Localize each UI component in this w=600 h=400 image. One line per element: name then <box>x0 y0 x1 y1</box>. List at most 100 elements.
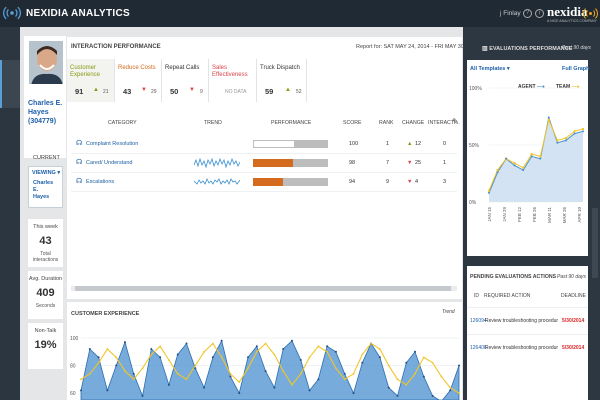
metric-sales-effectiveness[interactable]: Sales Effectiveness NO DATA <box>209 59 257 102</box>
cx-line-point[interactable] <box>326 350 329 353</box>
team-point[interactable] <box>513 162 516 165</box>
cx-line-point[interactable] <box>431 361 434 364</box>
cx-line-point[interactable] <box>264 342 267 345</box>
cx-line-point[interactable] <box>440 375 443 378</box>
team-point[interactable] <box>547 118 551 122</box>
cx-line-point[interactable] <box>370 342 372 345</box>
cx-area-point[interactable] <box>396 394 399 397</box>
team-point[interactable] <box>530 152 533 156</box>
cx-line-point[interactable] <box>238 381 241 383</box>
user-name[interactable]: j Finlay <box>500 10 521 17</box>
col-rank[interactable]: RANK <box>379 120 394 126</box>
cx-area-point[interactable] <box>159 356 162 359</box>
cx-area-point[interactable] <box>290 339 293 342</box>
cx-line-point[interactable] <box>211 342 214 345</box>
col-performance[interactable]: PERFORMANCE <box>271 120 312 126</box>
cx-area-point[interactable] <box>387 386 390 389</box>
team-point[interactable] <box>487 189 491 192</box>
cx-area-point[interactable] <box>176 353 179 356</box>
metric-truck-dispatch[interactable]: Truck Dispatch 59 ▲ 52 <box>257 59 307 102</box>
agent-point[interactable] <box>488 191 490 194</box>
cx-line-point[interactable] <box>194 364 197 367</box>
team-point[interactable] <box>573 130 576 133</box>
cx-line-point[interactable] <box>458 392 460 395</box>
pin-icon[interactable]: ✎ <box>452 117 459 126</box>
cx-area-point[interactable] <box>449 389 452 392</box>
cx-area-point[interactable] <box>352 392 355 395</box>
cx-area-point[interactable] <box>203 386 206 389</box>
metric-reduce-costs[interactable]: Reduce Costs 43 ▼ 29 <box>115 59 162 102</box>
help-icon[interactable]: ? <box>523 9 532 18</box>
cx-line-point[interactable] <box>317 345 320 348</box>
cx-area-point[interactable] <box>458 364 460 367</box>
cx-line-point[interactable] <box>405 383 408 386</box>
cx-line-point[interactable] <box>361 353 364 356</box>
cx-area-point[interactable] <box>334 350 337 353</box>
cx-area-point[interactable] <box>273 386 276 389</box>
cx-area-point[interactable] <box>378 356 381 359</box>
cx-area-point[interactable] <box>431 394 434 397</box>
cx-area-point[interactable] <box>115 364 118 367</box>
info-icon[interactable]: i <box>535 9 544 18</box>
cx-line-point[interactable] <box>387 364 390 367</box>
col-interactions[interactable]: INTERACTI... <box>428 120 460 126</box>
metric-repeat-calls[interactable]: Repeat Calls 50 ▼ 9 <box>162 59 209 102</box>
cx-area-point[interactable] <box>343 372 346 375</box>
cx-area-point[interactable] <box>299 359 302 362</box>
scrollbar-thumb[interactable] <box>75 286 451 291</box>
col-id[interactable]: ID <box>474 293 479 299</box>
cx-area-point[interactable] <box>264 370 267 373</box>
team-point[interactable] <box>564 136 568 140</box>
cx-area-point[interactable] <box>326 345 329 348</box>
cx-area-point[interactable] <box>308 389 311 392</box>
all-templates-dropdown[interactable]: All Templates ▾ <box>470 66 510 72</box>
cx-area-point[interactable] <box>247 356 250 359</box>
cx-area-point[interactable] <box>123 341 126 344</box>
table-row[interactable]: 126094 Review troubleshooting procedur 5… <box>467 307 588 333</box>
cx-line-point[interactable] <box>255 350 258 353</box>
cx-line-point[interactable] <box>168 359 170 361</box>
cx-line-point[interactable] <box>203 350 205 353</box>
cx-area-point[interactable] <box>282 348 285 351</box>
cx-line-point[interactable] <box>247 367 249 370</box>
full-graph-link[interactable]: Full Graph <box>562 66 590 72</box>
cx-area-point[interactable] <box>132 372 135 375</box>
col-category[interactable]: CATEGORY <box>108 120 137 126</box>
agent-point[interactable] <box>505 157 508 160</box>
cx-line-point[interactable] <box>414 372 416 375</box>
cx-line-point[interactable] <box>396 378 399 381</box>
cx-area-point[interactable] <box>211 356 214 359</box>
table-row[interactable]: ☊ Complaint Resolution 100 1 ▲ 12 0 <box>71 135 457 154</box>
cx-area-point[interactable] <box>141 394 144 397</box>
cx-area-point[interactable] <box>194 367 197 370</box>
cx-line-point[interactable] <box>185 378 188 381</box>
table-horizontal-scrollbar[interactable] <box>71 286 457 291</box>
cx-area-point[interactable] <box>414 350 417 353</box>
cx-area-point[interactable] <box>97 356 100 359</box>
agent-point[interactable] <box>539 157 542 160</box>
agent-point[interactable] <box>496 171 499 174</box>
cx-line-point[interactable] <box>378 348 381 350</box>
team-point[interactable] <box>496 168 499 172</box>
cx-line-point[interactable] <box>124 370 126 372</box>
cx-area-point[interactable] <box>167 383 170 386</box>
cx-area-point[interactable] <box>220 339 223 342</box>
col-trend[interactable]: TREND <box>204 120 222 126</box>
trend-label[interactable]: Trend <box>442 309 455 315</box>
cx-line-point[interactable] <box>88 372 91 375</box>
cx-line-point[interactable] <box>352 372 355 375</box>
cx-line-point[interactable] <box>97 361 100 364</box>
cx-line-point[interactable] <box>299 372 302 375</box>
cx-area-point[interactable] <box>422 375 425 378</box>
table-row[interactable]: 126406 Review troubleshooting procedur 5… <box>467 334 588 360</box>
col-score[interactable]: SCORE <box>343 120 362 126</box>
right-scrollbar[interactable] <box>592 208 598 278</box>
cx-area-point[interactable] <box>185 342 188 345</box>
cx-area-point[interactable] <box>238 392 241 395</box>
cx-line-point[interactable] <box>291 383 293 386</box>
table-row[interactable]: ☊ Escalations 94 9 ▼ 4 3 <box>71 173 457 192</box>
col-required-action[interactable]: REQUIRED ACTION <box>484 293 531 299</box>
cx-line-point[interactable] <box>176 372 179 375</box>
agent-point[interactable] <box>564 139 567 142</box>
agent-point[interactable] <box>530 155 533 158</box>
